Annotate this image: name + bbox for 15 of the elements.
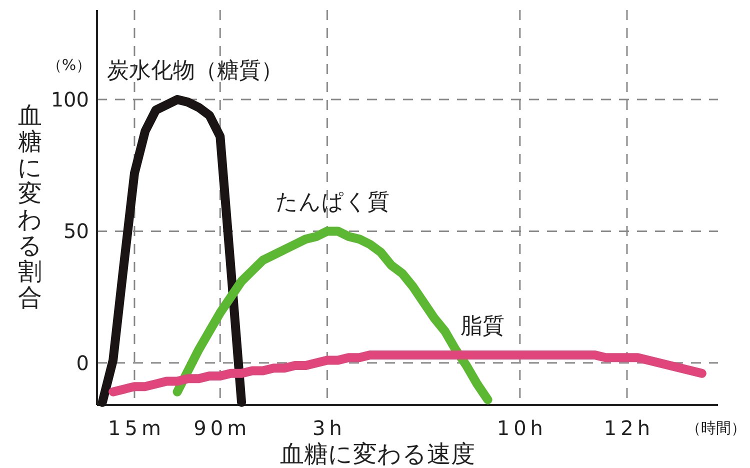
x-tick-label: 3h bbox=[312, 416, 346, 440]
series-label: 脂質 bbox=[460, 314, 504, 339]
y-tick-label: 0 bbox=[76, 350, 89, 375]
series-label: 炭水化物（糖質） bbox=[107, 58, 283, 84]
x-axis-title: 血糖に変わる速度 bbox=[280, 440, 475, 468]
x-tick-label: 12h bbox=[604, 416, 654, 440]
series-label: たんぱく質 bbox=[276, 190, 390, 216]
text: （%） bbox=[46, 56, 92, 74]
x-tick-label: 90m bbox=[194, 416, 251, 440]
text: （時間） bbox=[686, 419, 746, 437]
y-axis-title: 血糖に変わる割合 bbox=[18, 102, 42, 312]
y-tick-label: 100 bbox=[50, 88, 89, 112]
y-tick-label: 50 bbox=[64, 219, 89, 244]
x-tick-label: 15m bbox=[108, 416, 165, 440]
x-tick-label: 10h bbox=[496, 416, 547, 440]
